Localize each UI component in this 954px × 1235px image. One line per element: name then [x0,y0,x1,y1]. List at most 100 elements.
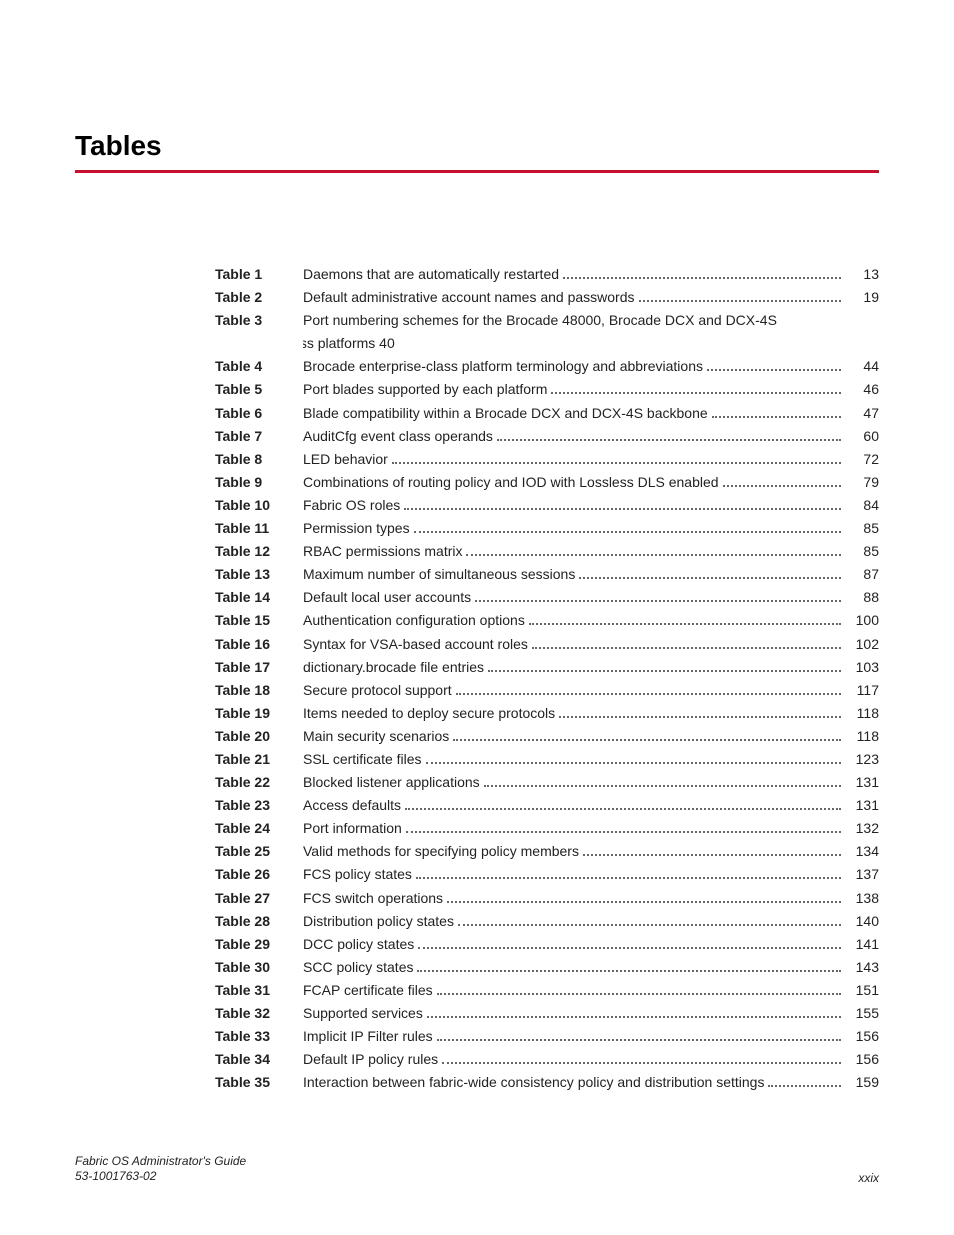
toc-row: Table 19Items needed to deploy secure pr… [215,702,879,725]
toc-row-title: Valid methods for specifying policy memb… [303,840,579,863]
toc-leader-dots [447,888,841,903]
toc-row-page: 118 [845,702,879,725]
toc-row-label: Table 22 [215,771,303,794]
toc-row-body: DCC policy states141 [303,933,879,956]
toc-row-page: 79 [845,471,879,494]
toc-row-page: 131 [845,794,879,817]
toc-leader-dots [392,449,841,464]
toc-row-label: Table 35 [215,1071,303,1094]
toc-leader-dots [583,842,841,857]
toc-row-label: Table 17 [215,656,303,679]
toc-row-title: FCS switch operations [303,887,443,910]
toc-row-label: Table 2 [215,286,303,309]
toc-leader-dots [426,749,841,764]
toc-row-title: RBAC permissions matrix [303,540,462,563]
toc-row-body: Secure protocol support117 [303,679,879,702]
toc-leader-dots [497,426,841,441]
toc-row-label: Table 10 [215,494,303,517]
toc-row-page: 87 [845,563,879,586]
toc-row: Table 32Supported services155 [215,1002,879,1025]
toc-row-page: 44 [845,355,879,378]
toc-row-page: 143 [845,956,879,979]
toc-leader-dots [532,634,841,649]
toc-row-body: Daemons that are automatically restarted… [303,263,879,286]
toc-row-page: 141 [845,933,879,956]
toc-row-body: AuditCfg event class operands60 [303,425,879,448]
toc-leader-dots [404,495,841,510]
toc-row-label: Table 4 [215,355,303,378]
footer-doc-number: 53-1001763-02 [75,1169,246,1185]
toc-row-label: Table 9 [215,471,303,494]
toc-row-title: Secure protocol support [303,679,452,702]
heading-rule [75,170,879,173]
toc-row-title: SCC policy states [303,956,413,979]
toc-row: Table 10Fabric OS roles84 [215,494,879,517]
toc-row-page: 13 [845,263,879,286]
toc-row-page: 102 [845,633,879,656]
toc-leader-dots [458,911,841,926]
toc-row-title: Combinations of routing policy and IOD w… [303,471,719,494]
toc-row-label: Table 6 [215,402,303,425]
toc-row-title: Port blades supported by each platform [303,378,547,401]
toc-row-body: Authentication configuration options100 [303,609,879,632]
toc-row-label: Table 7 [215,425,303,448]
toc-row: Table 28Distribution policy states140 [215,910,879,933]
toc-row-body: dictionary.brocade file entries103 [303,656,879,679]
toc-row-page: 155 [845,1002,879,1025]
toc-row-label: Table 28 [215,910,303,933]
toc-row-label: Table 5 [215,378,303,401]
toc-row-label: Table 25 [215,840,303,863]
toc-row-body: LED behavior72 [303,448,879,471]
toc-leader-dots [639,288,841,303]
toc-row: Table 31FCAP certificate files151 [215,979,879,1002]
toc-leader-dots [475,588,841,603]
toc-leader-dots [418,934,841,949]
toc-row: Table 27FCS switch operations138 [215,887,879,910]
toc-row: Table 24Port information132 [215,817,879,840]
toc-row-page: 156 [845,1048,879,1071]
toc-row-label: Table 3 [215,309,303,332]
toc-row-label: Table 21 [215,748,303,771]
toc-row-title: Supported services [303,1002,423,1025]
toc-row: Table 5Port blades supported by each pla… [215,378,879,401]
toc-row-body: Port blades supported by each platform46 [303,378,879,401]
toc-row-label: Table 30 [215,956,303,979]
toc-row-page: 100 [845,609,879,632]
toc-row-title: Brocade enterprise-class platform termin… [303,355,703,378]
toc-row-title: Main security scenarios [303,725,449,748]
toc-row-title: AuditCfg event class operands [303,425,493,448]
toc-row-page: 132 [845,817,879,840]
toc-leader-dots [437,980,841,995]
toc-row-title: Access defaults [303,794,401,817]
toc-row-title-continuation: enterprise-class platforms 40 [303,332,879,355]
page: Tables Table 1Daemons that are automatic… [0,0,954,1235]
toc-leader-dots [529,611,841,626]
toc-row: Table 29DCC policy states141 [215,933,879,956]
toc-leader-dots [427,1003,841,1018]
toc-row: Table 8LED behavior72 [215,448,879,471]
toc-row: Table 1Daemons that are automatically re… [215,263,879,286]
toc-row-body: FCS switch operations138 [303,887,879,910]
toc-row-title: Default administrative account names and… [303,286,635,309]
toc-leader-dots [723,472,841,487]
toc-leader-dots [406,819,841,834]
toc-row-body: Blocked listener applications131 [303,771,879,794]
toc-row-page: 134 [845,840,879,863]
toc-row-title: Implicit IP Filter rules [303,1025,433,1048]
toc-row-page: 123 [845,748,879,771]
toc-row-label: Table 1 [215,263,303,286]
toc-row: Table 22Blocked listener applications131 [215,771,879,794]
toc-row: Table 11Permission types85 [215,517,879,540]
toc-leader-dots [579,565,841,580]
toc-row-body: Main security scenarios118 [303,725,879,748]
toc-leader-dots [488,657,841,672]
toc-row-label: Table 33 [215,1025,303,1048]
toc-row-body: Valid methods for specifying policy memb… [303,840,879,863]
toc-row: Table 20Main security scenarios118 [215,725,879,748]
section-heading: Tables [75,130,879,162]
toc-row-body: Brocade enterprise-class platform termin… [303,355,879,378]
toc-row-label: Table 12 [215,540,303,563]
toc-row: Table 25Valid methods for specifying pol… [215,840,879,863]
toc-row-title: dictionary.brocade file entries [303,656,484,679]
toc-leader-dots [707,357,841,372]
